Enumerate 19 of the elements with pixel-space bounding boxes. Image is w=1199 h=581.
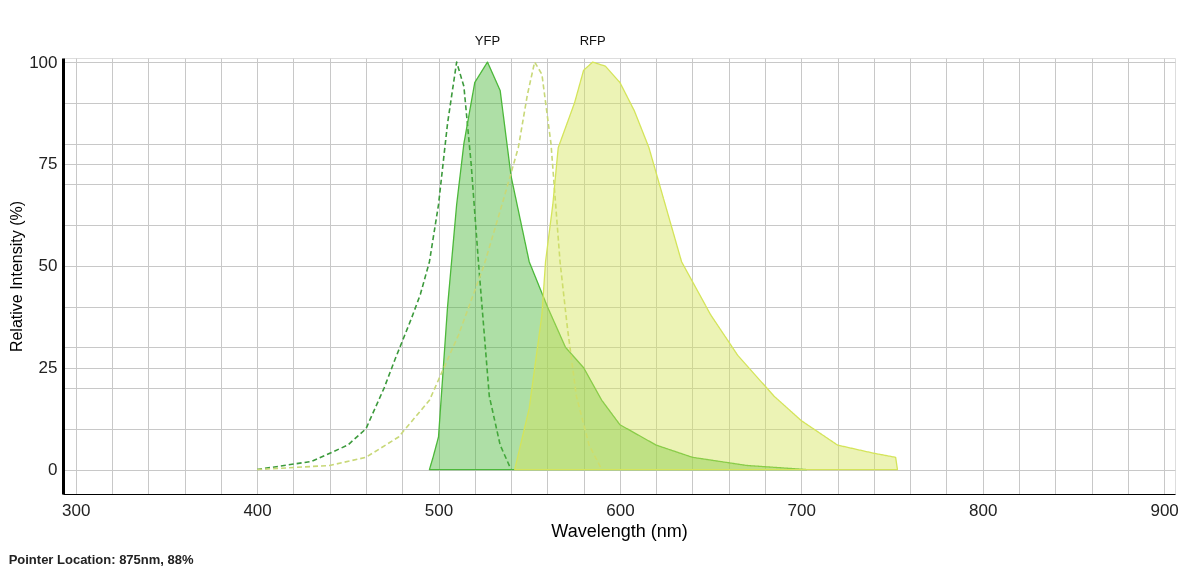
text: Pointer Location: 875nm, 88% bbox=[8, 552, 195, 567]
y-tick-label: 75 bbox=[38, 154, 58, 174]
y-tick-label: 100 bbox=[29, 52, 58, 72]
y-axis-title: Relative Intensity (%) bbox=[8, 200, 26, 353]
y-tick-label: 0 bbox=[48, 460, 58, 480]
annotation: YFP bbox=[474, 33, 501, 49]
x-tick-label: 600 bbox=[606, 500, 635, 520]
line-series bbox=[256, 61, 512, 471]
line-series bbox=[256, 61, 603, 471]
annotation: RFP bbox=[579, 33, 606, 49]
y-tick-label: 25 bbox=[38, 358, 58, 378]
x-tick-label: 300 bbox=[62, 500, 91, 520]
x-axis-title: Wavelength (nm) bbox=[551, 520, 688, 541]
y-tick-label: 50 bbox=[38, 256, 58, 276]
x-tick-label: 900 bbox=[1150, 500, 1179, 520]
x-tick-label: 500 bbox=[424, 500, 454, 520]
x-tick-label: 400 bbox=[243, 500, 272, 520]
x-tick-label: 800 bbox=[969, 500, 998, 520]
x-tick-label: 700 bbox=[787, 500, 816, 520]
